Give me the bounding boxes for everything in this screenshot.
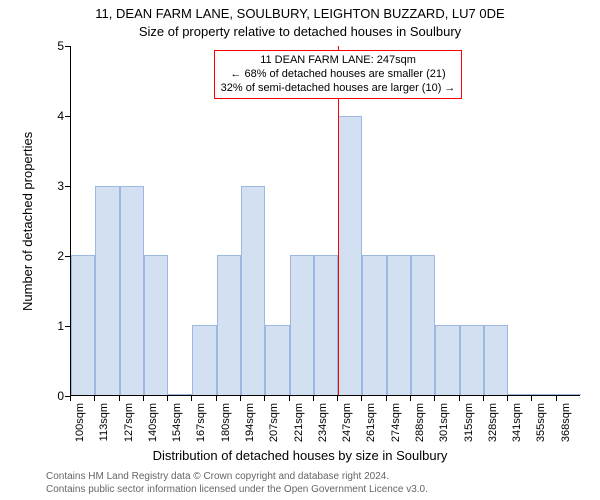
x-tick-mark — [507, 396, 508, 401]
y-tick-mark — [65, 256, 70, 257]
x-tick-mark — [119, 396, 120, 401]
x-tick-label: 100sqm — [74, 403, 86, 442]
histogram-bar — [314, 255, 338, 395]
x-tick-label: 301sqm — [438, 403, 450, 442]
x-tick-mark — [434, 396, 435, 401]
x-tick-mark — [337, 396, 338, 401]
x-tick-label: 328sqm — [487, 403, 499, 442]
x-tick-mark — [556, 396, 557, 401]
x-tick-mark — [264, 396, 265, 401]
histogram-bar — [557, 394, 581, 395]
x-tick-label: 234sqm — [317, 403, 329, 442]
x-tick-label: 247sqm — [341, 403, 353, 442]
x-tick-mark — [483, 396, 484, 401]
histogram-bar — [508, 394, 532, 395]
histogram-bar — [217, 255, 241, 395]
footer-line: Contains HM Land Registry data © Crown c… — [46, 471, 428, 484]
y-tick-mark — [65, 326, 70, 327]
histogram-bar — [460, 325, 484, 395]
histogram-bar — [411, 255, 435, 395]
x-tick-label: 154sqm — [171, 403, 183, 442]
x-tick-label: 221sqm — [293, 403, 305, 442]
x-tick-mark — [240, 396, 241, 401]
x-tick-mark — [289, 396, 290, 401]
histogram-bar — [387, 255, 411, 395]
histogram-bar — [532, 394, 556, 395]
histogram-bar — [484, 325, 508, 395]
annotation-line: ← 68% of detached houses are smaller (21… — [221, 68, 456, 82]
x-tick-label: 140sqm — [147, 403, 159, 442]
y-tick-label: 5 — [52, 39, 64, 53]
annotation-line: 11 DEAN FARM LANE: 247sqm — [221, 54, 456, 68]
x-tick-mark — [167, 396, 168, 401]
histogram-bar — [95, 186, 119, 395]
x-tick-label: 288sqm — [414, 403, 426, 442]
footer-text: Contains HM Land Registry data © Crown c… — [46, 471, 428, 496]
x-tick-label: 194sqm — [244, 403, 256, 442]
x-tick-mark — [70, 396, 71, 401]
x-axis-label: Distribution of detached houses by size … — [0, 448, 600, 463]
x-tick-mark — [94, 396, 95, 401]
x-tick-mark — [216, 396, 217, 401]
y-tick-label: 2 — [52, 249, 64, 263]
x-tick-mark — [386, 396, 387, 401]
histogram-bar — [265, 325, 289, 395]
chart-container: 11, DEAN FARM LANE, SOULBURY, LEIGHTON B… — [0, 0, 600, 500]
y-tick-mark — [65, 116, 70, 117]
histogram-bar — [168, 394, 192, 395]
histogram-bar — [71, 255, 95, 395]
x-tick-label: 274sqm — [390, 403, 402, 442]
y-tick-label: 1 — [52, 319, 64, 333]
y-tick-label: 4 — [52, 109, 64, 123]
y-tick-label: 0 — [52, 389, 64, 403]
x-tick-label: 368sqm — [560, 403, 572, 442]
annotation-line: 32% of semi-detached houses are larger (… — [221, 82, 456, 96]
x-tick-label: 127sqm — [123, 403, 135, 442]
y-tick-mark — [65, 186, 70, 187]
histogram-bar — [241, 186, 265, 395]
y-tick-label: 3 — [52, 179, 64, 193]
x-tick-label: 355sqm — [535, 403, 547, 442]
plot-area: 11 DEAN FARM LANE: 247sqm ← 68% of detac… — [70, 46, 580, 396]
x-tick-label: 207sqm — [268, 403, 280, 442]
x-tick-mark — [143, 396, 144, 401]
x-tick-label: 261sqm — [365, 403, 377, 442]
annotation-box: 11 DEAN FARM LANE: 247sqm ← 68% of detac… — [214, 50, 463, 99]
x-tick-mark — [410, 396, 411, 401]
y-tick-mark — [65, 46, 70, 47]
histogram-bar — [192, 325, 216, 395]
histogram-bar — [362, 255, 386, 395]
y-axis-label: Number of detached properties — [20, 131, 35, 310]
chart-title-main: 11, DEAN FARM LANE, SOULBURY, LEIGHTON B… — [0, 6, 600, 21]
x-tick-mark — [191, 396, 192, 401]
histogram-bar — [120, 186, 144, 395]
x-tick-label: 113sqm — [98, 403, 110, 441]
x-tick-label: 180sqm — [220, 403, 232, 442]
x-tick-mark — [313, 396, 314, 401]
x-tick-label: 167sqm — [195, 403, 207, 442]
x-tick-label: 315sqm — [463, 403, 475, 442]
histogram-bar — [144, 255, 168, 395]
footer-line: Contains public sector information licen… — [46, 484, 428, 497]
histogram-bar — [290, 255, 314, 395]
chart-title-sub: Size of property relative to detached ho… — [0, 24, 600, 39]
x-tick-mark — [459, 396, 460, 401]
x-tick-mark — [361, 396, 362, 401]
x-tick-mark — [531, 396, 532, 401]
histogram-bar — [435, 325, 459, 395]
histogram-bar — [338, 116, 362, 395]
x-tick-label: 341sqm — [511, 403, 523, 442]
